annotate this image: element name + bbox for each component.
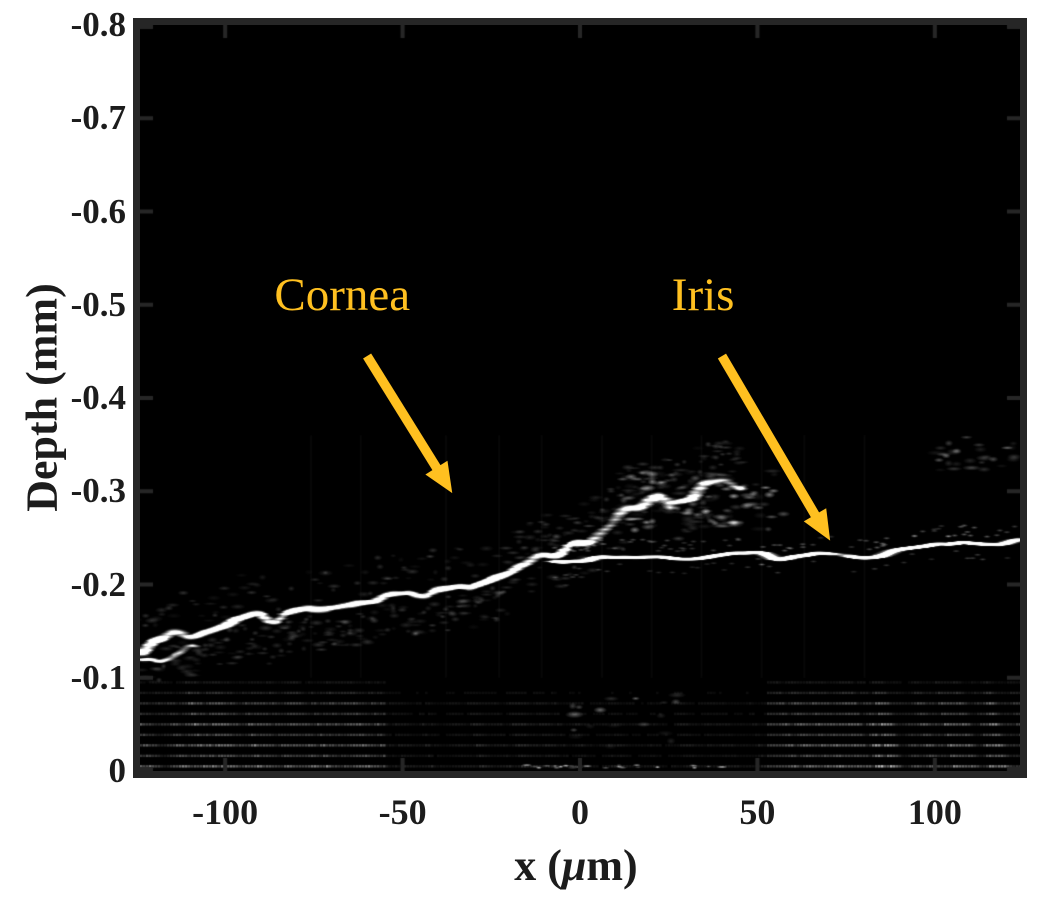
x-tick-label--50: -50 <box>378 792 427 832</box>
annotation-label-cornea: Cornea <box>274 269 411 322</box>
x-tick-label-100: 100 <box>907 792 962 832</box>
y-tick-label--0.4: -0.4 <box>70 378 126 417</box>
x-tick-label--100: -100 <box>192 792 259 832</box>
y-tick-label--0.5: -0.5 <box>70 284 126 324</box>
y-axis-label: Depth (mm) <box>17 283 67 512</box>
y-tick-label--0.1: -0.1 <box>70 657 126 697</box>
y-tick-label--0.2: -0.2 <box>70 564 126 604</box>
x-axis-label-mu: μ <box>561 841 587 890</box>
oct-bscan-image <box>140 25 1020 771</box>
y-tick-label--0.7: -0.7 <box>70 98 126 138</box>
y-tick-label-0: 0 <box>108 751 127 790</box>
x-axis-label-suffix: m) <box>586 841 638 890</box>
plot-frame <box>133 18 1027 778</box>
y-tick-label--0.3: -0.3 <box>70 471 126 511</box>
y-tick-label--0.6: -0.6 <box>70 191 126 231</box>
y-tick-label--0.8: -0.8 <box>70 5 126 44</box>
x-tick-label-50: 50 <box>739 792 776 832</box>
x-tick-label-0: 0 <box>571 792 589 832</box>
annotation-label-iris: Iris <box>671 269 735 322</box>
x-axis-label: x (μm) <box>456 840 696 891</box>
x-axis-label-prefix: x ( <box>514 841 562 890</box>
